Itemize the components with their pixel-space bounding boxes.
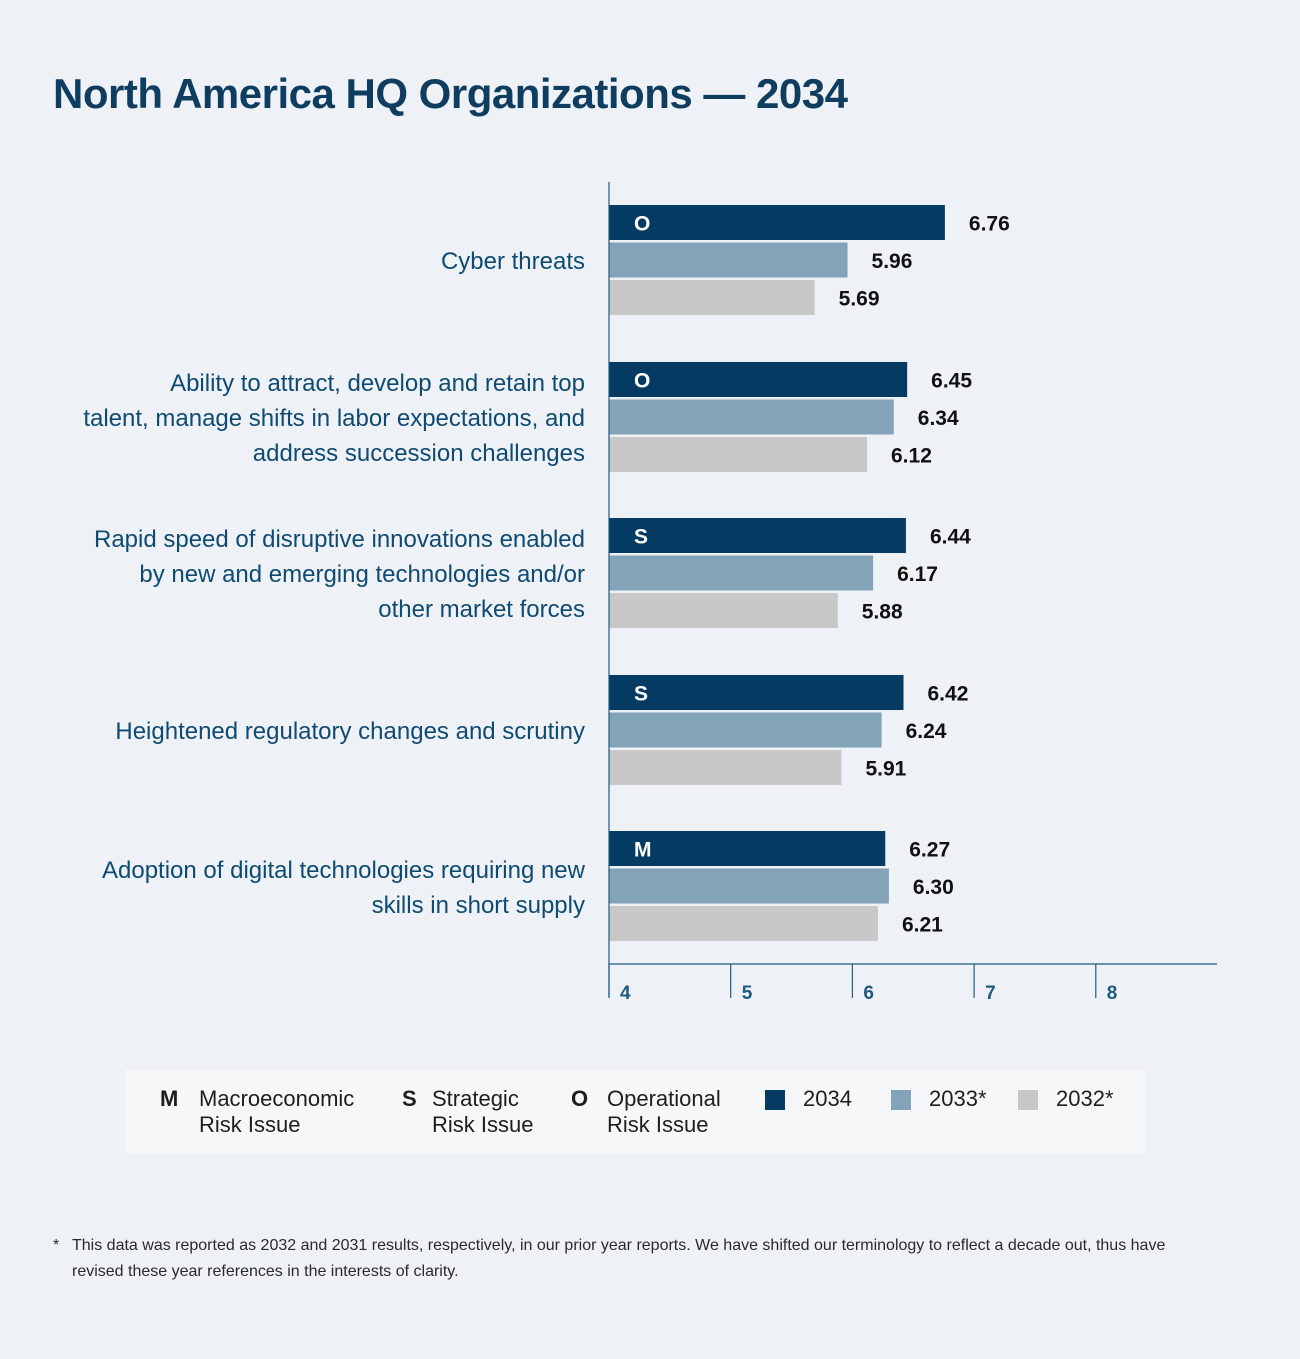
legend-swatch-2034 [765,1090,785,1110]
bar-2-2034 [609,362,908,397]
value-label: 5.91 [865,758,906,781]
bar-4-2034 [609,675,904,710]
footnote: * This data was reported as 2032 and 203… [53,1233,1193,1285]
category-label: Ability to attract, develop and retain t… [83,370,585,467]
value-label: 6.21 [902,914,943,937]
legend-swatch-2033 [891,1090,911,1110]
x-tick-label: 4 [620,983,631,1004]
bar-3-2033 [609,555,874,591]
value-label: 6.30 [913,876,954,899]
bar-1-2033 [609,242,848,278]
value-label: 6.34 [918,407,959,430]
category-label: Rapid speed of disruptive innovations en… [93,526,585,623]
footnote-mark: * [53,1237,60,1254]
bar-4-2033 [609,712,882,748]
bar-3-2032 [609,593,838,628]
legend-item-operational: Operational Risk Issue [607,1086,721,1138]
x-tick-label: 7 [985,983,996,1004]
bar-1-2032 [609,280,815,315]
legend-line: Macroeconomic [199,1086,355,1111]
x-tick-label: 5 [742,983,753,1004]
legend-line: Risk Issue [432,1112,534,1137]
value-label: 5.69 [839,288,880,311]
value-label: 6.12 [891,445,932,468]
legend-line: Risk Issue [199,1112,301,1137]
value-label: 6.76 [969,213,1010,236]
bar-2-2032 [609,437,868,472]
legend-label-2033: 2033* [929,1086,987,1111]
value-label: 6.45 [931,370,972,393]
bar-4-2032 [609,750,842,785]
legend-code-o: O [571,1086,589,1111]
value-label: 5.96 [872,250,913,273]
legend-label-2034: 2034 [803,1086,852,1111]
legend-line: Strategic [432,1086,519,1111]
footnote-text: This data was reported as 2032 and 2031 … [72,1237,1166,1280]
value-label: 6.27 [909,839,950,862]
legend-label-2032: 2032* [1056,1086,1114,1111]
x-tick-label: 6 [863,983,874,1004]
x-tick-label: 8 [1107,983,1118,1004]
legend-item-strategic: Strategic Risk Issue [432,1086,533,1138]
risk-type-badge: O [634,213,650,236]
bar-5-2032 [609,906,878,941]
risk-type-badge: S [634,526,648,549]
category-label: Cyber threats [440,248,585,275]
bar-3-2034 [609,518,906,553]
bar-5-2034 [609,831,886,866]
legend-line: Operational [607,1086,721,1111]
bar-2-2033 [609,399,894,435]
chart-title: North America HQ Organizations — 2034 [53,70,848,117]
legend-swatch-2032 [1018,1090,1038,1110]
bar-chart: 6.76 5.96 5.69 O 6.45 6.34 6.12 O 6.44 6.17 5.88 S 6… [608,182,1217,1004]
legend-code-m: M [160,1086,179,1111]
risk-type-badge: O [634,370,650,393]
category-label: Heightened regulatory changes and scruti… [115,718,585,745]
legend-line: Risk Issue [607,1112,709,1137]
legend: M Macroeconomic Risk Issue S Strategic R… [125,1070,1146,1153]
legend-code-s: S [402,1086,417,1111]
value-label: 6.17 [897,563,938,586]
bar-1-2034 [609,205,945,240]
value-label: 6.24 [906,720,947,743]
bar-5-2033 [609,868,889,904]
risk-type-badge: S [634,683,648,706]
value-label: 6.42 [928,683,969,706]
value-label: 6.44 [930,526,971,549]
legend-item-macroeconomic: Macroeconomic Risk Issue [199,1086,354,1138]
risk-type-badge: M [634,839,652,862]
category-label: Adoption of digital technologies requiri… [102,857,585,919]
value-label: 5.88 [862,601,903,624]
